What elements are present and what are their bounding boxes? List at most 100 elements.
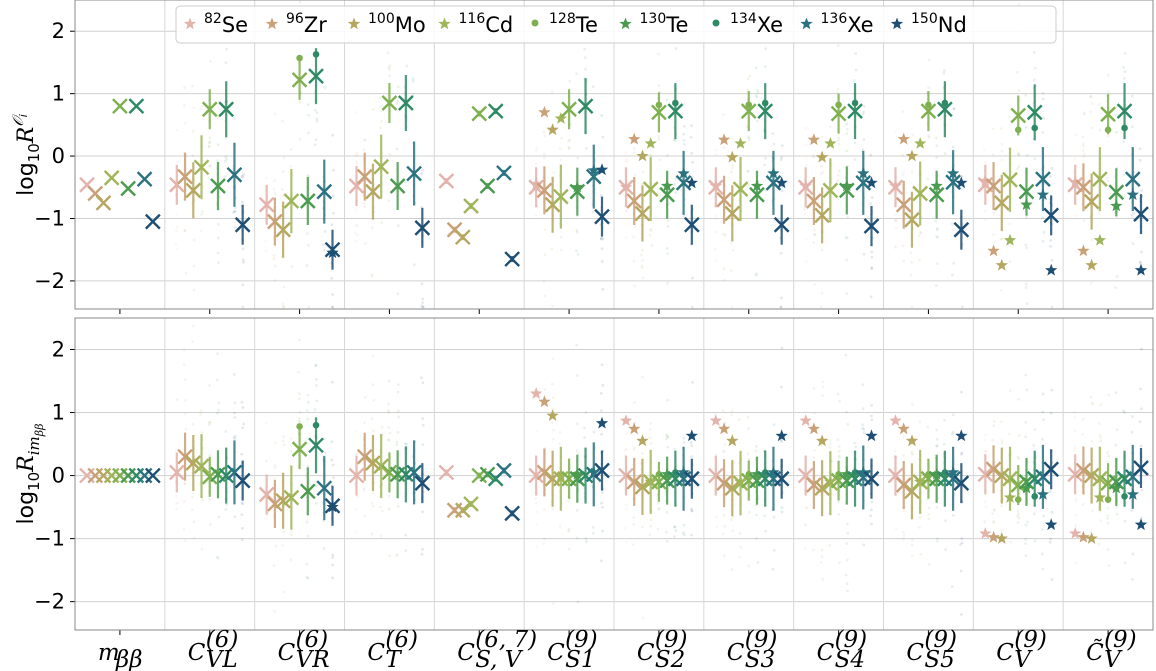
sample-point [315,383,318,387]
sample-point [370,273,374,277]
x-marker [128,98,145,114]
sample-point [216,222,220,226]
star-marker [1134,518,1148,530]
sample-point [568,79,572,83]
sample-point [281,170,285,173]
sample-point [370,226,374,230]
sample-point [641,276,645,280]
x-tick-main: C [996,640,1014,666]
x-tick-label-7: C S3(9) [727,627,778,671]
sample-point [999,237,1003,241]
sample-point [207,140,211,144]
sample-point [648,227,652,231]
sample-point [657,135,661,139]
sample-point [551,357,555,361]
sample-point [362,202,366,205]
sample-point [649,154,653,158]
sample-point [584,67,588,71]
sample-point [909,251,913,255]
sample-point [551,507,554,511]
x-marker [1083,193,1100,210]
sample-point [535,146,539,150]
y-tick-label: 0 [52,144,65,168]
sample-point [199,409,203,413]
sample-point [779,305,783,309]
sample-point [893,130,897,134]
sample-point [290,264,294,268]
star-marker [538,395,551,408]
sample-point [233,225,237,229]
x-marker [438,464,455,481]
sample-point [1115,428,1119,432]
sample-point [633,446,636,449]
sample-point [330,440,334,444]
sample-point [216,251,220,255]
sample-point [951,273,954,277]
sample-point [217,261,220,264]
x-marker [667,103,684,119]
sample-point [356,233,359,237]
sample-point [992,508,996,512]
sample-point [1081,432,1085,436]
sample-point [837,449,841,453]
star-marker [1069,527,1082,539]
sample-point [395,553,399,557]
sample-point [1089,110,1093,114]
sample-point [934,219,938,223]
star-marker [767,465,780,478]
sample-point [233,434,237,438]
sample-point [1082,155,1086,159]
sample-point [585,540,588,544]
sample-point [355,239,358,243]
sample-point [289,232,293,236]
sample-point [632,259,636,263]
sample-point [224,155,228,159]
sample-point [746,452,750,456]
sample-point [306,174,310,178]
sample-point [534,162,538,166]
x-marker [814,207,830,224]
x-marker [773,470,790,487]
label-part: im [25,436,43,455]
sample-point [1131,125,1134,129]
label-part: R [14,455,39,473]
sample-point [273,609,276,613]
sample-point [845,132,848,135]
sample-point [919,231,923,235]
sample-point [1032,78,1036,82]
sample-point [1008,260,1012,264]
legend-label: 128Te [549,11,598,37]
star-marker [326,500,339,513]
sample-point [225,47,228,51]
sample-point [355,154,359,158]
legend-mass: 96 [286,11,304,27]
x-marker [1010,477,1027,493]
sample-point [298,410,302,414]
sample-point [397,383,400,387]
sample-point [640,525,644,529]
sample-point [542,152,546,156]
sample-point [779,251,783,255]
sample-point [378,105,382,108]
x-marker [365,183,381,200]
sample-point [543,134,547,138]
sample-point [225,502,229,506]
sample-point [208,497,212,501]
sample-point [1017,153,1021,157]
sample-point [1099,439,1103,443]
dot-marker [851,99,859,107]
sample-point [1017,89,1021,93]
sample-point [560,235,563,239]
sample-point [184,271,188,275]
x-marker [985,461,1002,478]
sample-point [666,445,670,449]
sample-point [314,501,318,505]
sample-point [837,173,840,177]
dot-marker [941,99,949,107]
sample-point [845,122,849,126]
x-marker [406,165,422,182]
star-marker [799,179,812,192]
dot-marker [1121,124,1128,132]
sample-point [1050,305,1054,309]
sample-point [305,520,309,524]
